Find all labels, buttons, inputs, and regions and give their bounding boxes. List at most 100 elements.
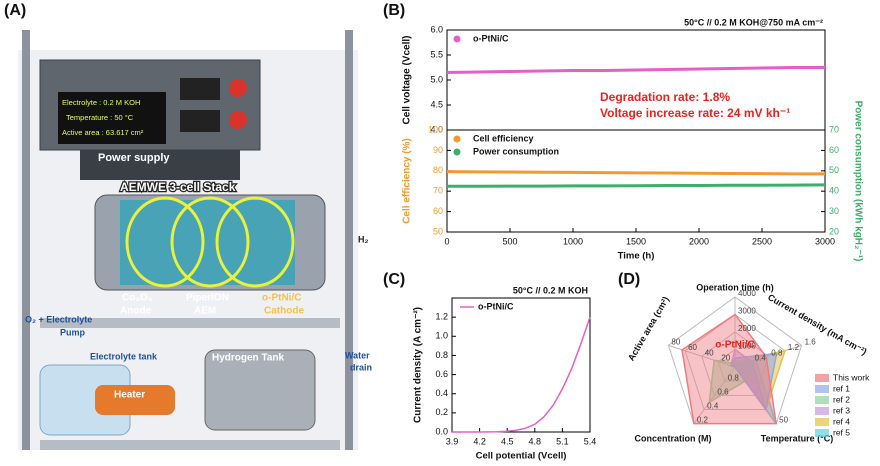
y2-tick-label: 40: [829, 186, 839, 196]
panel-label: (B): [383, 2, 405, 19]
chart-title: 50°C // 0.2 M KOH@750 mA cm⁻²: [684, 17, 823, 27]
radar-tick-label: 4000: [738, 289, 756, 298]
display-text: Active area : 63.617 cm²: [62, 128, 144, 137]
radar-tick-label: 80: [671, 337, 680, 346]
x-tick-label: 4.8: [529, 436, 542, 446]
y2-tick-label: 30: [829, 206, 839, 216]
y2-tick-label: 20: [829, 226, 839, 236]
y-tick-label: 80: [433, 165, 443, 175]
cell-outline: [125, 196, 205, 288]
switch: [229, 111, 247, 129]
legend-label: ref 1: [833, 383, 850, 393]
radar-tick-label: 3000: [738, 307, 756, 316]
legend-label: ref 3: [833, 405, 850, 415]
data-line: [446, 66, 825, 74]
y2-tick-label: 60: [829, 145, 839, 155]
plot-frame: [451, 297, 591, 433]
radar-axis-label: Operation time (h): [696, 282, 774, 292]
radar-ring: [684, 313, 786, 410]
data-line: [447, 183, 826, 188]
radar-tick-label: 20: [721, 354, 730, 363]
x-tick-label: 0: [444, 236, 449, 246]
radar-annotation: o-PtNi/C: [715, 340, 754, 351]
shelf: [40, 440, 340, 450]
display-text: Temperature : 50 °C: [66, 113, 134, 122]
heater-coil: [95, 385, 175, 415]
radar-tick-label: 0.4: [707, 402, 719, 411]
radar-tick-label: 1.2: [788, 343, 800, 352]
legend-label: This work: [833, 372, 870, 382]
y-tick-label: 6.0: [430, 24, 443, 34]
legend-swatch: [453, 148, 461, 156]
radar-area: [681, 313, 778, 425]
y-tick-label: 0.0: [435, 426, 448, 436]
radar-axis-label: Temperature (°C): [761, 433, 833, 443]
y2-tick-label: 70: [829, 124, 839, 134]
power-supply: [80, 150, 240, 180]
x-tick-label: 2500: [752, 236, 772, 246]
radar-tick-label: 1.6: [805, 337, 817, 346]
hydrogen-tank-label: Hydrogen Tank: [212, 353, 284, 364]
membrane-label: PiperION: [186, 293, 229, 304]
x-tick-label: 3.9: [446, 436, 459, 446]
legend-swatch: [815, 407, 829, 415]
legend-label: Cell efficiency: [473, 133, 534, 143]
water-drain-label: drain: [350, 362, 372, 372]
panel-label: (C): [383, 271, 405, 288]
y-axis-label: Current density (A cm⁻²): [413, 307, 424, 423]
pump-label: Pump: [60, 327, 86, 337]
y-tick-label: 90: [433, 145, 443, 155]
y-tick-label: 60: [433, 206, 443, 216]
legend-swatch: [815, 396, 829, 404]
radar-tick-label: 0.8: [771, 348, 783, 357]
h2-label: H₂: [358, 234, 369, 244]
legend-label: ref 2: [833, 394, 850, 404]
radar-axis-label: Concentration (M): [635, 433, 712, 443]
legend-swatch: [815, 385, 829, 393]
y-tick-label: 1.0: [435, 331, 448, 341]
annotation: Voltage increase rate: 24 mV kh⁻¹: [600, 106, 790, 120]
legend-swatch: [453, 35, 461, 43]
x-tick-label: 3000: [815, 236, 835, 246]
x-tick-label: 2000: [689, 236, 709, 246]
panel-label: (A): [4, 2, 26, 19]
radar-tick-label: 2000: [738, 324, 756, 333]
x-tick-label: 5.4: [584, 436, 597, 446]
radar-tick-label: 1000: [738, 342, 756, 351]
chart-title: 50°C // 0.2 M KOH: [513, 285, 588, 295]
legend-label: ref 5: [833, 427, 850, 437]
y-tick-label: 0.2: [435, 407, 448, 417]
water-drain-label: Water: [345, 350, 370, 360]
meter: [180, 110, 220, 132]
hydrogen-tank: [204, 349, 316, 431]
y2-tick-label: 50: [829, 165, 839, 175]
legend-label: o-PtNi/C: [478, 301, 514, 311]
stack-label: AEMWE 3-cell Stack: [120, 180, 236, 194]
radar-axis-label: Current density (mA cm⁻²): [766, 292, 868, 357]
x-tick-label: 4.5: [501, 436, 514, 446]
legend-label: Power consumption: [473, 146, 559, 156]
x-axis-label: Cell potential (Vcell): [476, 451, 567, 462]
x-tick-label: 4.2: [473, 436, 486, 446]
y-tick-label: 5.0: [430, 74, 443, 84]
y-tick-label: 5.5: [430, 49, 443, 59]
legend-label: ref 4: [833, 416, 850, 426]
power-supply-label: Power supply: [98, 152, 170, 164]
panel-label: (D): [618, 271, 640, 288]
x-axis-label: Time (h): [618, 251, 655, 262]
radar-tick-label: 0.6: [717, 387, 729, 396]
anode-label: Anode: [120, 306, 152, 317]
anode-label: Co₃O₄: [122, 293, 153, 304]
y-tick-label: 0.4: [435, 388, 448, 398]
display: [58, 92, 166, 144]
cell-outline: [215, 196, 295, 288]
x-tick-label: 1000: [563, 236, 583, 246]
radar-tick-label: 0.8: [728, 373, 740, 382]
radar-tick-label: 50: [779, 416, 788, 425]
y2-axis-label: Power consumption (kWh kgH₂⁻¹): [852, 101, 863, 262]
radar-axis-label: Active area (cm²): [626, 295, 671, 363]
annotation: Degradation rate: 1.8%: [600, 90, 730, 104]
radar-tick-label: 40: [705, 348, 714, 357]
y-tick-label: 0.6: [435, 369, 448, 379]
